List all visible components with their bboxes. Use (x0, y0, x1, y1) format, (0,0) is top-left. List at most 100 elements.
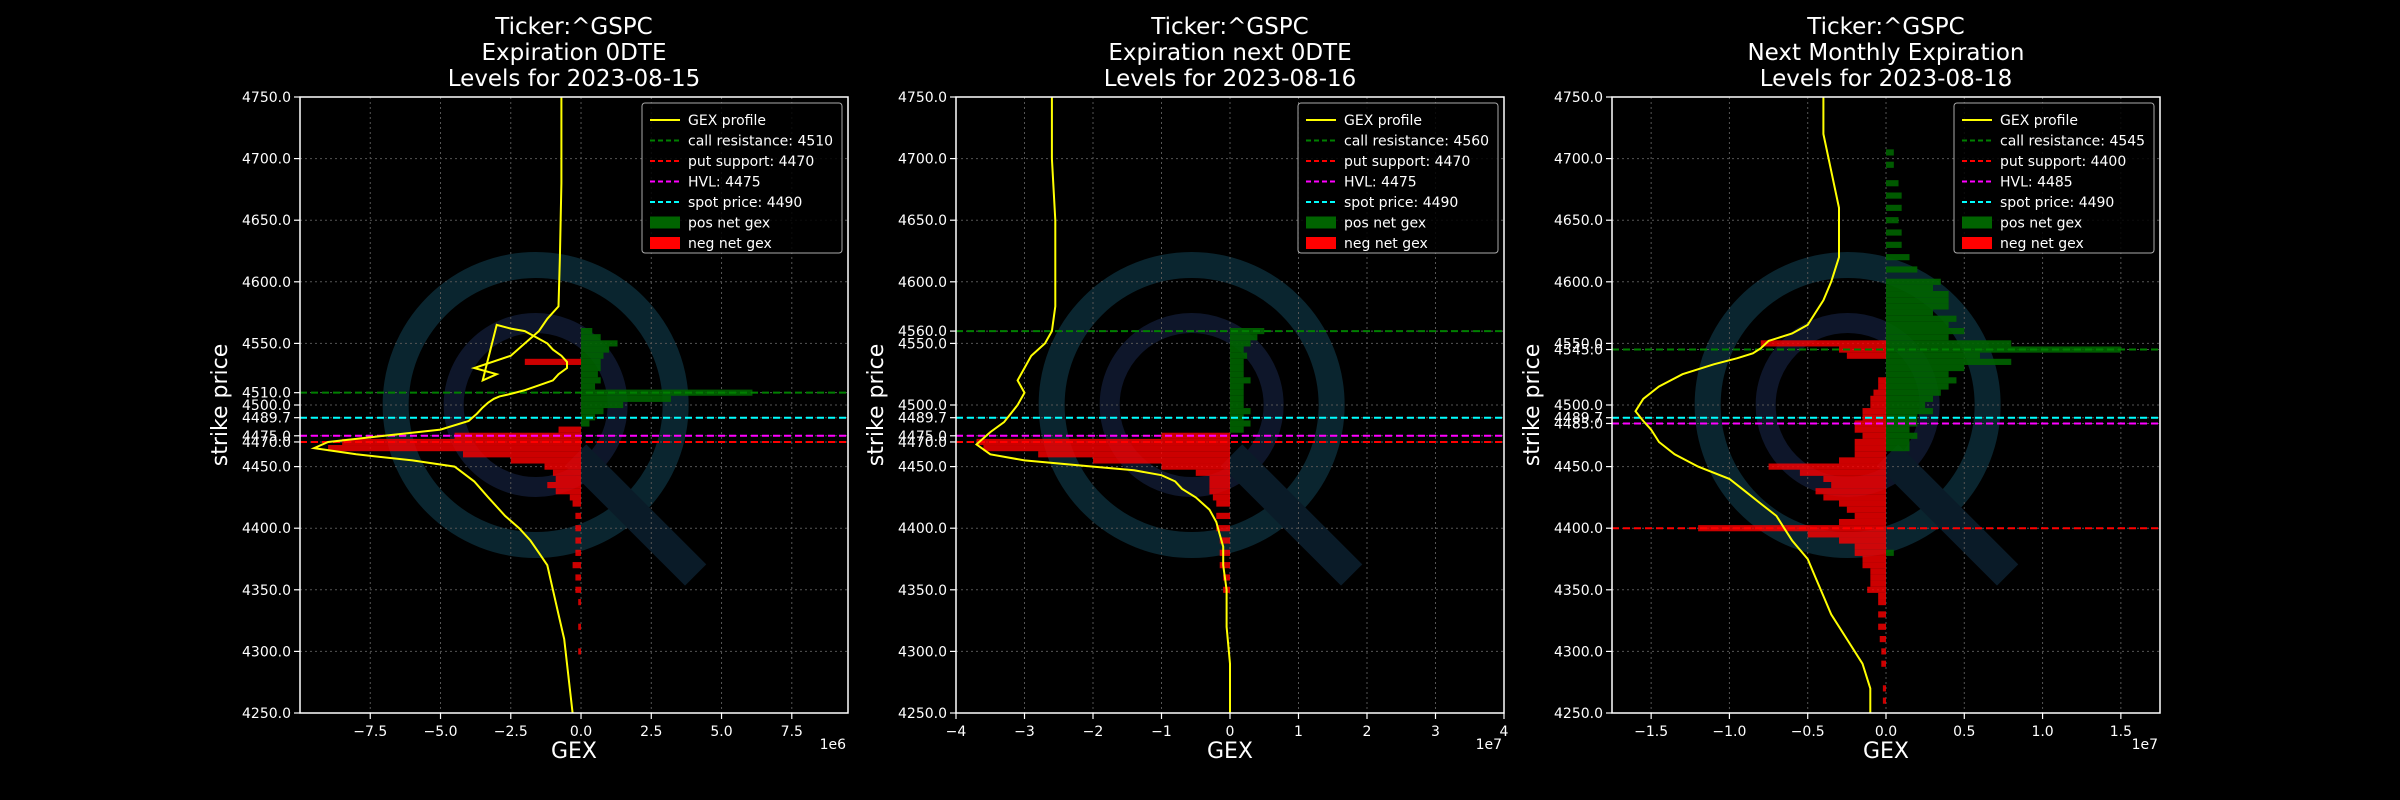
neg-net-gex-bar (575, 586, 582, 593)
pos-net-gex-bar (581, 340, 618, 347)
y-tick-label: 4750.0 (1554, 90, 1603, 106)
y-tick-label: 4550.0 (898, 336, 947, 352)
neg-net-gex-bar (328, 445, 582, 452)
y-axis-label: strike price (1520, 344, 1545, 466)
neg-net-gex-bar (1807, 531, 1886, 538)
neg-net-gex-bar (1870, 568, 1886, 575)
chart-title-line-1: Ticker:^GSPC (1150, 14, 1308, 40)
x-tick-label: −0.5 (1791, 724, 1825, 740)
x-axis-label: GEX (551, 739, 597, 764)
x-exponent-label: 1e6 (820, 737, 847, 753)
y-tick-label: 4600.0 (242, 275, 291, 291)
neg-net-gex-bar (1881, 648, 1886, 655)
pos-net-gex-bar (1886, 321, 1949, 328)
y-tick-label: 4600.0 (898, 275, 947, 291)
chart-title-line-3: Levels for 2023-08-16 (1104, 66, 1357, 92)
watermark-tail (565, 444, 707, 586)
neg-net-gex-bar (1038, 451, 1230, 458)
x-tick-label: 4 (1500, 724, 1509, 740)
x-tick-label: 0.5 (1953, 724, 1975, 740)
x-tick-label: −1.5 (1634, 724, 1668, 740)
legend-entry: GEX profile (2000, 113, 2078, 129)
pos-net-gex-bar (1886, 426, 1910, 433)
neg-net-gex-bar (1862, 432, 1886, 439)
pos-net-gex-bar (581, 334, 601, 341)
neg-net-gex-bar (1831, 482, 1886, 489)
pos-net-gex-bar (1886, 266, 1918, 273)
neg-net-gex-bar (578, 648, 582, 655)
pos-net-gex-bar (581, 358, 601, 365)
pos-net-gex-bar (1886, 284, 1933, 292)
y-axis-label: strike price (208, 344, 233, 466)
legend-entry: put support: 4470 (1344, 154, 1470, 170)
y-tick-label: 4300.0 (898, 644, 947, 660)
pos-net-gex-bar (1886, 358, 2012, 365)
pos-net-gex-bar (581, 420, 590, 427)
pos-net-gex-bar (1230, 346, 1244, 353)
pos-net-gex-bar (1886, 328, 1965, 335)
pos-net-gex-bar (1230, 426, 1244, 433)
neg-net-gex-bar (575, 525, 582, 532)
neg-net-gex-bar (1854, 512, 1886, 519)
y-tick-label: 4450.0 (242, 460, 291, 476)
pos-net-gex-bar (1230, 389, 1244, 396)
watermark-inner-ring (1099, 313, 1284, 497)
neg-net-gex-bar (1815, 488, 1886, 495)
legend-entry: HVL: 4475 (688, 175, 761, 191)
neg-net-gex-bar (572, 562, 582, 569)
y-tick-label: 4450.0 (898, 460, 947, 476)
neg-net-gex-bar (1223, 574, 1230, 581)
legend-swatch-patch (1962, 216, 1992, 229)
x-exponent-label: 1e7 (2132, 737, 2158, 753)
legend-swatch-patch (1306, 216, 1336, 229)
legend: GEX profile call resistance: 4560 put supp… (1297, 102, 1499, 254)
x-tick-label: −2.5 (494, 724, 528, 740)
neg-net-gex-bar (1878, 377, 1886, 384)
pos-net-gex-bar (1230, 408, 1251, 415)
pos-net-gex-bar (1886, 364, 1965, 372)
neg-net-gex-bar (569, 494, 582, 501)
pos-net-gex-bar (1886, 438, 1910, 446)
legend-entry: spot price: 4490 (2000, 195, 2114, 211)
neg-net-gex-bar (1195, 469, 1230, 476)
y-tick-label: 4250.0 (1554, 706, 1603, 722)
legend-entry: spot price: 4490 (1344, 195, 1458, 211)
x-tick-label: 1 (1294, 724, 1303, 740)
x-tick-label: −7.5 (353, 724, 387, 740)
neg-net-gex-bar (1854, 426, 1886, 433)
y-tick-label: 4350.0 (898, 583, 947, 599)
neg-net-gex-bar (575, 574, 582, 581)
legend-entry: GEX profile (1344, 113, 1422, 129)
y-tick-label: 4550.0 (1554, 336, 1603, 352)
x-tick-label: 0 (1226, 724, 1235, 740)
chart-panel-2: −4 −3 −2 −1 0 1 2 3 4 4250.0 4300.0 4350.0 4400.0 445… (864, 14, 1509, 764)
pos-net-gex-bar (1886, 161, 1894, 168)
neg-net-gex-bar (1799, 469, 1886, 476)
legend-entry: neg net gex (688, 236, 772, 252)
y-tick-label: 4400.0 (242, 521, 291, 537)
neg-net-gex-bar (1209, 482, 1230, 489)
y-tick-label: 4500.0 (242, 398, 291, 414)
pos-net-gex-bar (1886, 334, 1949, 341)
y-tick-label: 4550.0 (242, 336, 291, 352)
pos-net-gex-bar (581, 408, 604, 415)
x-axis-label: GEX (1863, 739, 1909, 764)
pos-net-gex-bar (1230, 364, 1244, 372)
y-tick-label: 4489.7 (1554, 411, 1603, 427)
y-tick-label: 4300.0 (1554, 644, 1603, 660)
neg-net-gex-bar (552, 469, 582, 476)
legend-entry: GEX profile (688, 113, 766, 129)
legend-entry: pos net gex (2000, 216, 2082, 232)
pos-net-gex-bar (1230, 358, 1244, 365)
y-tick-label: 4485.0 (1554, 416, 1603, 432)
pos-net-gex-bar (581, 371, 598, 378)
x-tick-label: 3 (1431, 724, 1440, 740)
pos-net-gex-bar (1230, 371, 1244, 378)
pos-net-gex-bar (581, 377, 601, 384)
x-tick-label: −2 (1083, 724, 1104, 740)
x-tick-label: −1.0 (1712, 724, 1746, 740)
legend-entry: call resistance: 4510 (688, 134, 833, 150)
pos-net-gex-bar (1886, 309, 1933, 316)
neg-net-gex-bar (462, 451, 582, 458)
